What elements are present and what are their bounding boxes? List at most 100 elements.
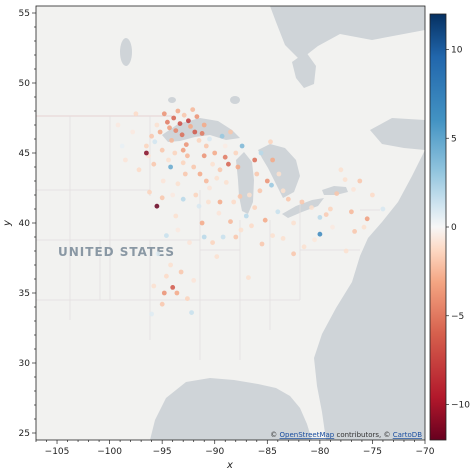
data-point <box>285 196 291 202</box>
x-tick-label: −85 <box>258 447 277 457</box>
y-axis-label: y <box>2 219 13 227</box>
data-point <box>173 213 179 219</box>
data-point <box>191 164 197 170</box>
data-point <box>136 167 142 173</box>
data-point <box>201 122 207 128</box>
data-point <box>275 209 281 215</box>
lake-huron <box>258 144 300 198</box>
data-point <box>268 139 273 145</box>
data-point <box>159 301 165 307</box>
data-point <box>149 133 155 139</box>
data-point <box>119 143 125 149</box>
hudson-bay <box>270 6 425 60</box>
data-point <box>201 153 207 159</box>
data-point <box>222 143 228 149</box>
data-point <box>219 133 225 139</box>
gulf-of-mexico <box>150 378 312 440</box>
data-point <box>380 206 386 212</box>
data-point <box>154 203 160 209</box>
data-point <box>191 278 197 283</box>
data-point <box>175 227 181 233</box>
data-point <box>269 182 274 188</box>
data-point <box>180 160 186 166</box>
data-point <box>133 111 139 117</box>
data-point <box>252 157 258 163</box>
data-point <box>196 138 202 143</box>
data-point <box>203 143 209 149</box>
data-point <box>188 124 193 129</box>
data-point <box>270 233 275 239</box>
plot-area[interactable]: UNITED STATES © OpenStreetMap contributo… <box>36 6 425 440</box>
data-point <box>317 215 323 220</box>
data-point <box>167 125 172 131</box>
data-point <box>151 283 157 289</box>
data-point <box>258 150 264 156</box>
data-point <box>309 205 314 211</box>
data-point <box>197 171 203 177</box>
data-point <box>160 178 166 184</box>
data-point <box>212 150 218 156</box>
data-point <box>168 262 174 268</box>
data-point <box>144 150 149 156</box>
data-point <box>154 122 160 128</box>
data-point <box>173 128 179 134</box>
data-point <box>201 234 207 240</box>
data-point <box>243 213 249 219</box>
data-point <box>238 227 244 233</box>
gulf-of-st-lawrence <box>370 118 425 150</box>
data-point <box>170 192 176 198</box>
openstreetmap-link[interactable]: OpenStreetMap <box>280 431 335 439</box>
data-point <box>291 251 296 257</box>
data-point <box>249 223 254 229</box>
x-tick-label: −105 <box>45 447 70 457</box>
x-axis: −105 −100 −95 −90 −85 −80 −75 −70 <box>35 440 435 457</box>
colorbar-tick-label: −10 <box>451 401 470 411</box>
data-point <box>175 181 181 187</box>
data-point <box>175 108 181 114</box>
data-point <box>180 147 186 153</box>
y-tick-label: 55 <box>19 9 30 19</box>
data-point <box>280 236 286 241</box>
data-point <box>247 192 252 198</box>
lake-of-the-woods <box>168 97 176 103</box>
data-point <box>161 111 167 117</box>
data-point <box>174 290 180 296</box>
data-point <box>237 194 243 199</box>
x-tick-label: −80 <box>310 447 329 457</box>
data-point <box>194 114 200 119</box>
cartodb-link[interactable]: CartoDB <box>393 431 422 439</box>
data-point <box>115 122 121 128</box>
colorbar-tick-label: 5 <box>451 134 457 144</box>
data-point <box>262 217 268 223</box>
data-point <box>239 143 245 149</box>
data-point <box>159 147 165 153</box>
y-tick-label: 40 <box>19 219 31 229</box>
data-point <box>370 192 375 198</box>
data-point <box>214 175 220 181</box>
data-point <box>264 178 270 184</box>
lake-nipigon <box>230 96 240 104</box>
data-point <box>349 209 354 215</box>
x-axis-label: x <box>226 460 233 471</box>
data-point <box>159 195 165 201</box>
data-point <box>182 171 188 177</box>
data-point <box>231 199 237 205</box>
x-tick-label: −90 <box>205 447 224 457</box>
data-point <box>177 121 183 126</box>
data-point <box>330 224 335 230</box>
data-point <box>210 240 216 246</box>
data-point <box>317 231 323 237</box>
colorbar <box>429 13 447 441</box>
colorbar-tick-label: −5 <box>451 312 464 322</box>
data-point <box>171 115 177 121</box>
data-point <box>155 251 161 257</box>
data-points <box>115 107 386 317</box>
data-point <box>323 212 329 218</box>
data-point <box>223 180 229 185</box>
data-point <box>352 229 357 234</box>
data-point <box>149 311 155 317</box>
data-point <box>276 171 282 177</box>
data-point <box>361 224 367 230</box>
data-point <box>169 138 175 143</box>
data-point <box>312 237 317 243</box>
